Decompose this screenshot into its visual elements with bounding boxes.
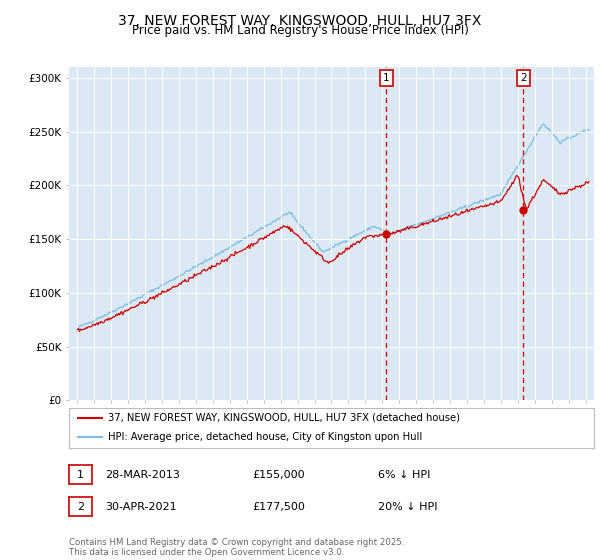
Text: 20% ↓ HPI: 20% ↓ HPI: [378, 502, 437, 512]
Text: £177,500: £177,500: [252, 502, 305, 512]
Text: 28-MAR-2013: 28-MAR-2013: [105, 470, 180, 480]
Text: HPI: Average price, detached house, City of Kingston upon Hull: HPI: Average price, detached house, City…: [109, 432, 422, 442]
Text: 37, NEW FOREST WAY, KINGSWOOD, HULL, HU7 3FX: 37, NEW FOREST WAY, KINGSWOOD, HULL, HU7…: [118, 14, 482, 28]
Text: £155,000: £155,000: [252, 470, 305, 480]
Text: 2: 2: [520, 73, 527, 83]
Text: Price paid vs. HM Land Registry's House Price Index (HPI): Price paid vs. HM Land Registry's House …: [131, 24, 469, 37]
Text: 2: 2: [77, 502, 84, 512]
Text: 1: 1: [77, 470, 84, 480]
Text: 30-APR-2021: 30-APR-2021: [105, 502, 176, 512]
Text: Contains HM Land Registry data © Crown copyright and database right 2025.
This d: Contains HM Land Registry data © Crown c…: [69, 538, 404, 557]
Text: 1: 1: [383, 73, 389, 83]
Text: 37, NEW FOREST WAY, KINGSWOOD, HULL, HU7 3FX (detached house): 37, NEW FOREST WAY, KINGSWOOD, HULL, HU7…: [109, 413, 460, 423]
Text: 6% ↓ HPI: 6% ↓ HPI: [378, 470, 430, 480]
